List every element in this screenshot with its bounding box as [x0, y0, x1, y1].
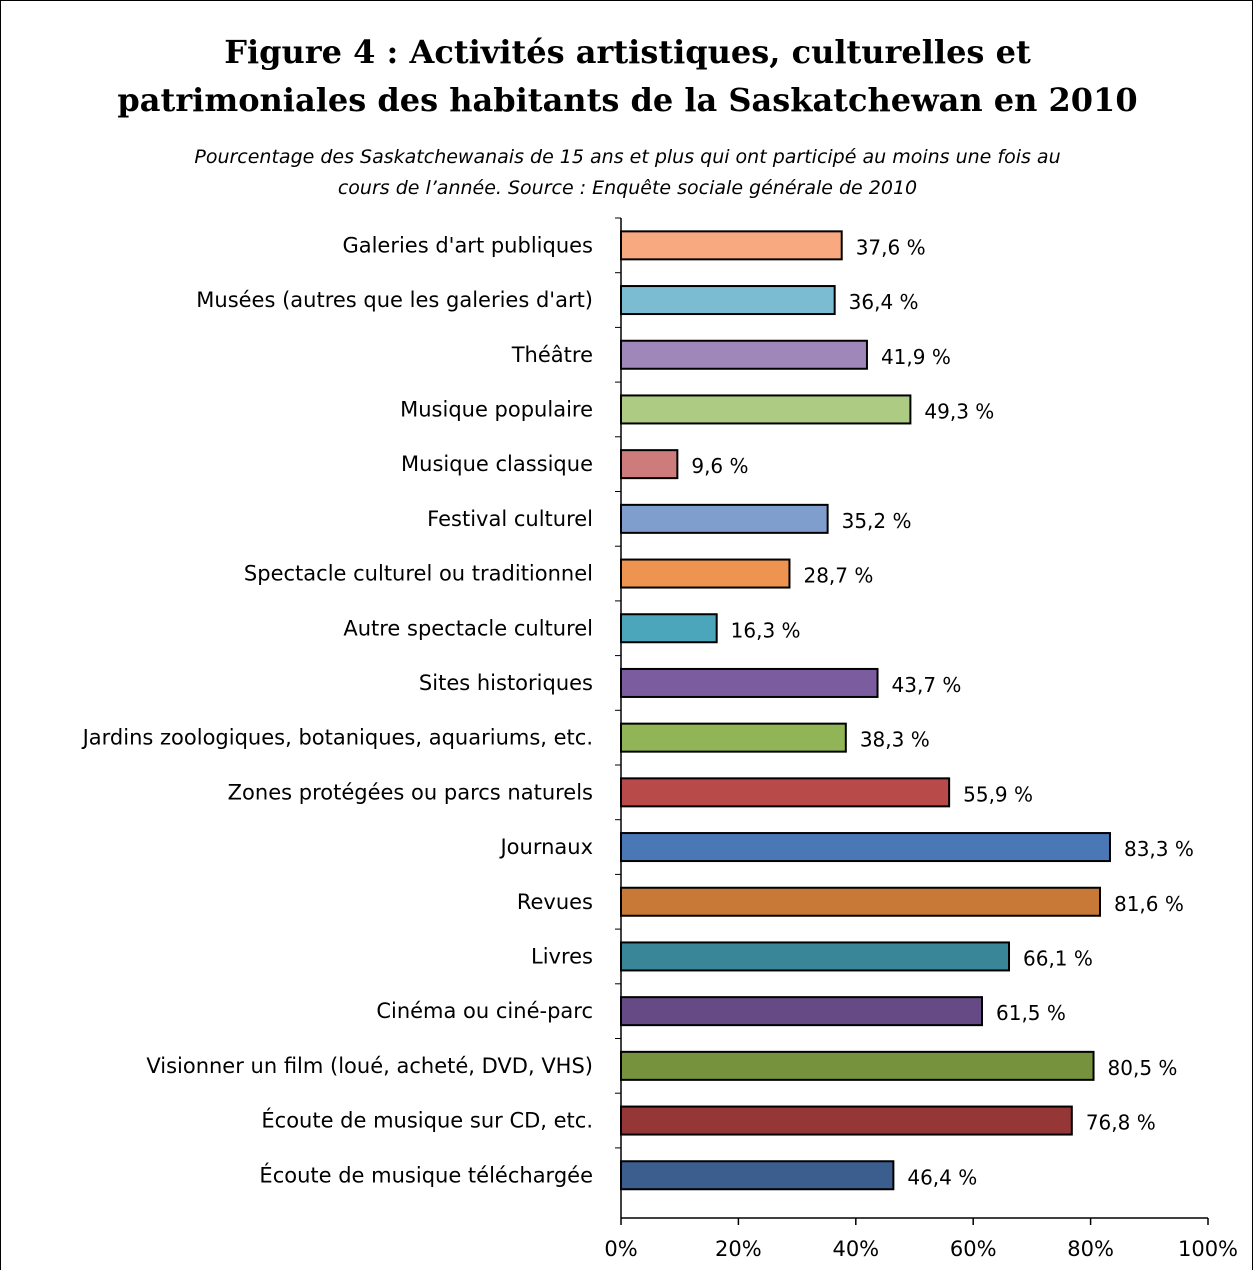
data-label: 55,9 % [963, 782, 1033, 806]
category-label: Spectacle culturel ou traditionnel [244, 562, 593, 586]
data-label: 37,6 % [856, 235, 926, 259]
x-tick-label: 60% [950, 1237, 997, 1261]
category-label: Festival culturel [427, 507, 593, 531]
data-label: 76,8 % [1086, 1111, 1156, 1135]
bar [620, 667, 879, 698]
bar [620, 613, 718, 644]
category-label: Écoute de musique téléchargée [259, 1162, 593, 1187]
chart-title: Figure 4 : Activités artistiques, cultur… [0, 28, 1255, 124]
bar [620, 941, 1011, 972]
category-label: Musique classique [401, 452, 593, 476]
category-label: Musique populaire [400, 397, 593, 421]
chart-subtitle-line-1: Pourcentage des Saskatchewanais de 15 an… [194, 146, 1061, 168]
data-label: 81,6 % [1114, 892, 1184, 916]
category-label: Livres [531, 944, 593, 968]
chart-subtitle-line-2: cours de l’année. Source : Enquête socia… [337, 177, 918, 199]
data-label: 61,5 % [996, 1001, 1066, 1025]
chart-title-line-1: Figure 4 : Activités artistiques, cultur… [224, 33, 1031, 71]
bar [620, 449, 679, 480]
data-label: 46,4 % [907, 1165, 977, 1189]
chart-title-line-2: patrimoniales des habitants de la Saskat… [117, 81, 1138, 119]
bar [620, 558, 791, 589]
bar [620, 832, 1111, 863]
bar [620, 503, 829, 534]
bar [620, 996, 984, 1027]
category-label: Musées (autres que les galeries d'art) [196, 288, 593, 312]
bar [620, 285, 836, 316]
x-tick-label: 100% [1178, 1237, 1238, 1261]
category-label: Cinéma ou ciné-parc [376, 999, 593, 1023]
bar [620, 394, 912, 425]
x-tick-label: 0% [604, 1237, 637, 1261]
data-label: 41,9 % [881, 345, 951, 369]
category-label: Écoute de musique sur CD, etc. [261, 1108, 593, 1133]
category-label: Zones protégées ou parcs naturels [228, 780, 593, 804]
bar [620, 1160, 895, 1191]
bar [620, 339, 868, 370]
category-label: Sites historiques [419, 671, 593, 695]
category-label: Visionner un film (loué, acheté, DVD, VH… [146, 1054, 593, 1078]
data-label: 43,7 % [892, 673, 962, 697]
data-label: 83,3 % [1124, 837, 1194, 861]
bar [620, 230, 843, 261]
data-label: 9,6 % [691, 454, 748, 478]
data-label: 16,3 % [731, 618, 801, 642]
category-label: Journaux [498, 835, 593, 859]
category-label: Galeries d'art publiques [342, 233, 593, 257]
data-label: 36,4 % [849, 290, 919, 314]
bar [620, 1050, 1095, 1081]
data-label: 35,2 % [842, 509, 912, 533]
category-label: Jardins zoologiques, botaniques, aquariu… [81, 726, 593, 750]
category-label: Théâtre [511, 343, 593, 367]
x-tick-label: 80% [1067, 1237, 1114, 1261]
data-label: 49,3 % [924, 399, 994, 423]
bar [620, 886, 1101, 917]
data-label: 38,3 % [860, 728, 930, 752]
bar [620, 722, 847, 753]
x-tick-label: 40% [832, 1237, 879, 1261]
x-tick-label: 20% [715, 1237, 762, 1261]
category-label: Revues [517, 890, 593, 914]
bar [620, 1105, 1073, 1136]
data-label: 66,1 % [1023, 946, 1093, 970]
chart-subtitle: Pourcentage des Saskatchewanais de 15 an… [60, 142, 1195, 204]
bar [620, 777, 951, 808]
data-label: 28,7 % [803, 564, 873, 588]
category-label: Autre spectacle culturel [343, 616, 593, 640]
data-label: 80,5 % [1108, 1056, 1178, 1080]
